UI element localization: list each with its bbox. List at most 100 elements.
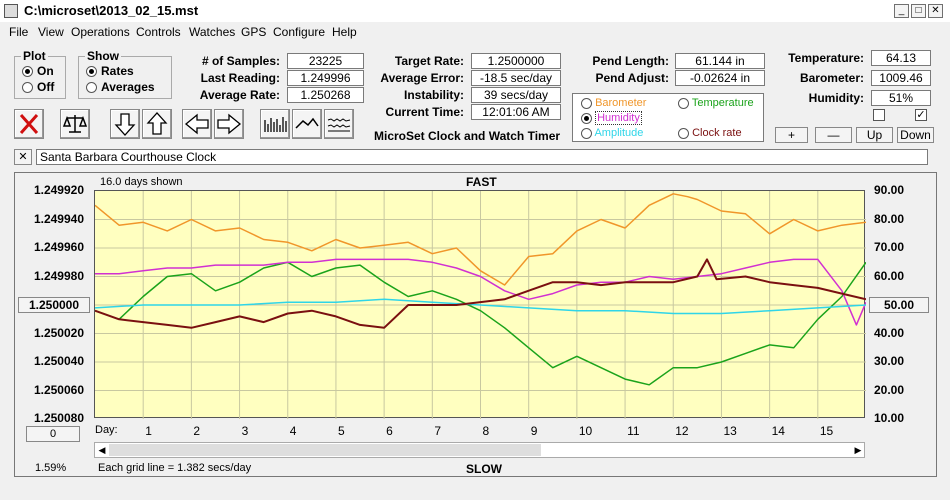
right-axis-tick-label: 80.00 <box>874 211 905 226</box>
series-line-temperature <box>94 261 867 386</box>
menu-view[interactable]: View <box>38 25 64 39</box>
arrow-down-icon <box>114 113 136 136</box>
center-rate-button[interactable]: 1.250000 <box>18 297 90 313</box>
right-axis-tick-label: 60.00 <box>874 268 905 283</box>
radio-selected-icon <box>22 66 33 78</box>
menu-gps[interactable]: GPS <box>241 25 267 39</box>
plot-on-radio[interactable]: On <box>22 64 54 78</box>
sensor-panel: Barometer Temperature Humidity Amplitude… <box>572 93 764 142</box>
arrow-left-button[interactable] <box>182 109 212 139</box>
minimize-button[interactable]: _ <box>894 4 909 18</box>
show-group: Show <box>78 49 172 99</box>
scale-plus-button[interactable]: + <box>775 127 808 143</box>
day-tick-label: 8 <box>482 424 490 438</box>
show-averages-radio[interactable]: Averages <box>86 80 155 94</box>
right-axis-tick-label: 30.00 <box>874 354 905 368</box>
window-title: C:\microset\2013_02_15.mst <box>24 3 199 18</box>
menu-file[interactable]: File <box>9 25 29 39</box>
day-tick-label: 9 <box>530 424 538 438</box>
plot-off-radio[interactable]: Off <box>22 80 54 94</box>
sensor-clockrate-radio[interactable]: Clock rate <box>678 127 742 139</box>
maximize-button[interactable]: □ <box>911 4 926 18</box>
day-tick-label: 6 <box>386 424 393 438</box>
left-axis-tick-label: 1.250080 <box>33 411 84 425</box>
fast-label: FAST <box>466 175 497 189</box>
show-rates-radio[interactable]: Rates <box>86 64 134 78</box>
left-axis-tick-label: 1.250060 <box>33 382 84 397</box>
menu-controls[interactable]: Controls <box>136 25 181 39</box>
left-axis-tick-label: 1.250020 <box>33 325 84 340</box>
app-icon <box>4 4 18 18</box>
instability-label: Instability: <box>403 88 464 102</box>
app-caption: MicroSet Clock and Watch Timer <box>374 129 561 143</box>
bar-graph-icon <box>264 117 287 132</box>
day-tick-label: 11 <box>627 424 640 438</box>
checkbox-right[interactable]: ✓ <box>915 109 927 121</box>
arrow-up-button[interactable] <box>142 109 172 139</box>
waveform-icon <box>327 118 351 132</box>
right-axis-tick-label: 10.00 <box>874 411 905 425</box>
line-graph-icon <box>295 117 319 129</box>
current-time-label: Current Time: <box>385 105 464 119</box>
samples-label: # of Samples: <box>201 54 280 68</box>
scale-minus-button[interactable]: — <box>815 127 852 143</box>
sensor-amplitude-radio[interactable]: Amplitude <box>581 127 643 139</box>
instability-value: 39 secs/day <box>471 87 561 103</box>
samples-value: 23225 <box>287 53 364 69</box>
radio-selected-icon <box>86 66 97 78</box>
offset-button[interactable]: 0 <box>26 426 80 442</box>
arrow-right-button[interactable] <box>214 109 244 139</box>
arrow-down-button[interactable] <box>110 109 140 139</box>
sensor-barometer-radio[interactable]: Barometer <box>581 97 646 109</box>
barometer-label: Barometer: <box>799 71 864 85</box>
slow-label: SLOW <box>466 462 502 476</box>
day-tick-label: 3 <box>241 424 249 438</box>
current-time-value: 12:01:06 AM <box>471 104 561 120</box>
day-tick-label: 5 <box>337 424 345 438</box>
center-sensor-button[interactable]: 50.00 <box>869 297 929 313</box>
red-x-icon <box>19 114 39 134</box>
close-window-button[interactable]: ✕ <box>928 4 943 18</box>
menu-configure[interactable]: Configure <box>273 25 326 39</box>
sensor-humidity-radio[interactable]: Humidity <box>581 111 642 125</box>
scale-down-button[interactable]: Down <box>897 127 934 143</box>
average-rate-label: Average Rate: <box>199 88 280 102</box>
scroll-right-icon[interactable]: ▶ <box>854 445 862 455</box>
radio-unselected-icon <box>678 127 689 139</box>
close-clock-button[interactable]: ✕ <box>14 149 32 165</box>
day-tick-label: 7 <box>434 424 441 438</box>
radio-unselected-icon <box>86 82 97 94</box>
noise-graph-button[interactable] <box>324 109 354 139</box>
scroll-track[interactable] <box>109 444 541 456</box>
plot-group-title: Plot <box>23 49 46 63</box>
menu-bar: File View Operations Controls Watches GP… <box>0 22 950 42</box>
clear-button[interactable] <box>14 109 44 139</box>
clock-name-input[interactable]: Santa Barbara Courthouse Clock <box>36 149 928 165</box>
average-error-label: Average Error: <box>380 71 464 85</box>
pend-adjust-value: -0.02624 in <box>675 70 765 86</box>
plot-group: Plot <box>14 49 66 99</box>
scale-up-button[interactable]: Up <box>856 127 893 143</box>
horizontal-scrollbar[interactable]: ◀ ▶ <box>94 442 865 458</box>
percent-label: 1.59% <box>35 462 67 474</box>
right-axis-tick-label: 40.00 <box>874 325 905 340</box>
chart-svg <box>94 191 867 419</box>
left-axis-tick-label: 1.249980 <box>33 268 84 283</box>
radio-unselected-icon <box>22 82 33 94</box>
temperature-value: 64.13 <box>871 50 931 66</box>
menu-help[interactable]: Help <box>332 25 357 39</box>
sensor-temperature-radio[interactable]: Temperature <box>678 97 754 109</box>
radio-unselected-icon <box>581 97 592 109</box>
menu-operations[interactable]: Operations <box>71 25 130 39</box>
arrow-left-icon <box>184 113 209 135</box>
day-tick-label: 14 <box>771 424 785 438</box>
menu-watches[interactable]: Watches <box>189 25 236 39</box>
balance-button[interactable] <box>60 109 90 139</box>
plot-area[interactable] <box>94 190 867 419</box>
line-graph-button[interactable] <box>292 109 322 139</box>
checkbox-left[interactable] <box>873 109 885 121</box>
bar-graph-button[interactable] <box>260 109 290 139</box>
scroll-left-icon[interactable]: ◀ <box>98 445 106 455</box>
series-line-humidity <box>95 258 867 326</box>
right-axis-tick-label: 20.00 <box>874 382 905 397</box>
